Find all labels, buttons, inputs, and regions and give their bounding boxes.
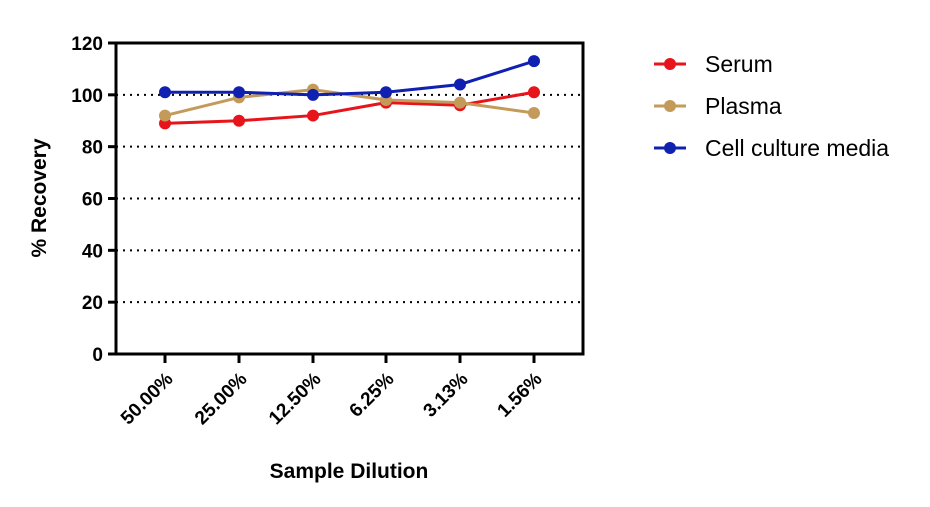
legend-swatch-marker [664, 142, 676, 154]
legend-swatch-marker [664, 58, 676, 70]
y-axis-title: % Recovery [28, 138, 51, 257]
data-point [528, 86, 540, 99]
y-tick-label: 120 [71, 34, 103, 55]
x-tick-label: 50.00% [117, 369, 177, 429]
x-tick-label: 12.50% [265, 369, 325, 429]
grid-lines [116, 93, 583, 304]
legend-label: Plasma [705, 93, 782, 119]
legend-label: Serum [705, 51, 773, 77]
y-axis-ticks: 0 20 40 60 80 100 120 [71, 34, 116, 366]
legend-item: Cell culture media [654, 135, 889, 161]
y-tick-label: 40 [82, 241, 103, 262]
data-point [307, 88, 319, 101]
data-point [528, 106, 540, 119]
legend-item: Serum [654, 51, 773, 77]
data-point [233, 114, 245, 127]
series-lines [159, 55, 540, 130]
x-tick-label: 3.13% [420, 369, 473, 422]
x-axis-ticks: 50.00% 25.00% 12.50% 6.25% 3.13% 1.56% [117, 354, 547, 429]
legend-swatch-marker [664, 100, 676, 112]
series-line [165, 59, 535, 97]
legend: Serum Plasma Cell culture media [654, 51, 889, 161]
data-point [454, 78, 466, 91]
series-line [164, 90, 535, 125]
data-point [159, 109, 171, 122]
legend-item: Plasma [654, 93, 782, 119]
data-point [159, 86, 171, 99]
x-tick-label: 6.25% [346, 369, 399, 422]
data-point [307, 109, 319, 122]
y-tick-label: 20 [82, 293, 103, 314]
data-point [233, 86, 245, 99]
x-axis-title: Sample Dilution [270, 460, 429, 483]
y-tick-label: 100 [71, 86, 103, 107]
data-point [528, 55, 540, 68]
y-tick-label: 0 [92, 345, 103, 366]
data-point [454, 96, 466, 109]
y-tick-label: 60 [82, 190, 103, 211]
data-point [380, 86, 392, 99]
x-tick-label: 1.56% [494, 369, 547, 422]
legend-label: Cell culture media [705, 135, 889, 161]
y-tick-label: 80 [82, 138, 103, 159]
series-cell-culture-media [159, 55, 540, 101]
x-tick-label: 25.00% [191, 369, 251, 429]
